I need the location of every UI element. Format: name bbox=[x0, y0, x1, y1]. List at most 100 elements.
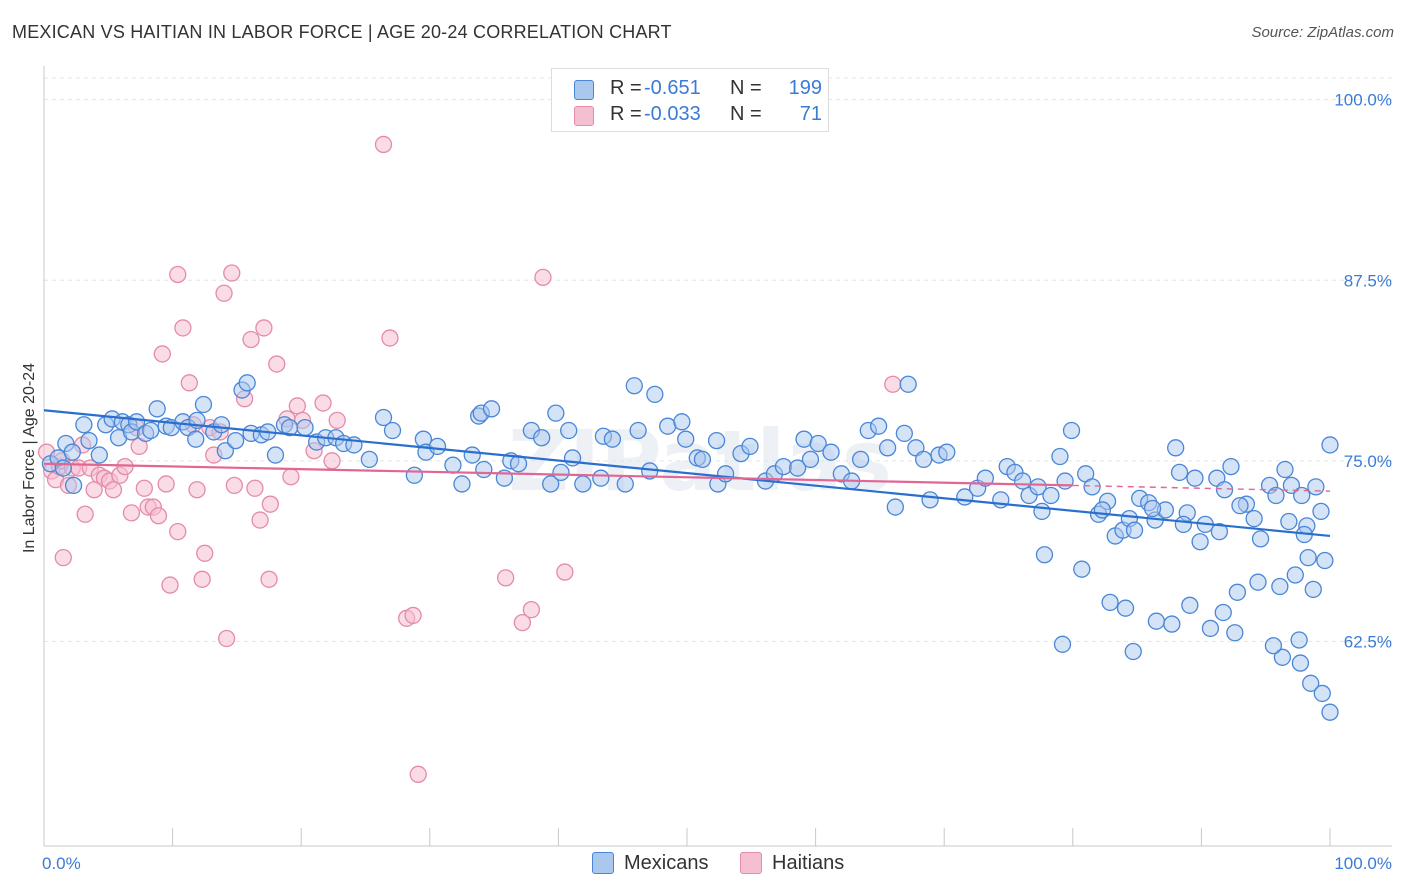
mexican-point bbox=[1321, 703, 1339, 721]
mexican-point bbox=[1312, 502, 1330, 521]
mexican-point bbox=[148, 400, 166, 418]
mexican-point bbox=[1163, 615, 1181, 633]
legend-swatch-mexicans bbox=[574, 80, 594, 100]
mexican-point bbox=[673, 413, 691, 431]
haitian-point bbox=[497, 569, 515, 587]
mexican-point bbox=[1307, 478, 1325, 496]
haitian-point bbox=[196, 544, 214, 562]
haitian-point bbox=[135, 479, 153, 497]
mexican-point bbox=[574, 475, 592, 493]
haitian-point bbox=[149, 507, 168, 525]
mexican-point bbox=[533, 429, 551, 447]
mexican-point bbox=[1304, 580, 1322, 599]
mexican-point bbox=[1013, 472, 1032, 490]
haitian-point bbox=[193, 570, 211, 588]
haitian-point bbox=[404, 606, 422, 625]
mexican-point bbox=[1101, 593, 1119, 612]
mexican-point bbox=[187, 430, 205, 448]
mexican-point bbox=[1302, 674, 1320, 692]
haitian-point bbox=[381, 329, 399, 347]
y-tick-label: 75.0% bbox=[1344, 452, 1392, 471]
mexican-point bbox=[405, 466, 424, 484]
mexican-point bbox=[1093, 501, 1112, 519]
haitian-point bbox=[522, 600, 541, 619]
mexican-point bbox=[1125, 521, 1144, 539]
mexican-point bbox=[809, 434, 827, 453]
mexican-point bbox=[1273, 648, 1292, 666]
mexican-point bbox=[1226, 624, 1244, 642]
mexican-point bbox=[851, 450, 870, 469]
mexican-point bbox=[899, 375, 917, 393]
mexican-point bbox=[1174, 515, 1193, 534]
mexican-point bbox=[1083, 478, 1101, 496]
mexican-point bbox=[886, 498, 904, 516]
mexican-point bbox=[1276, 460, 1294, 479]
mexican-point bbox=[238, 374, 256, 392]
mexican-point bbox=[1271, 577, 1289, 596]
mexican-point bbox=[1033, 502, 1051, 521]
mexican-point bbox=[374, 408, 393, 427]
mexican-point bbox=[921, 491, 939, 509]
mexican-point bbox=[822, 443, 840, 461]
mexican-point bbox=[938, 443, 956, 461]
y-tick-label: 62.5% bbox=[1344, 632, 1392, 651]
mexican-point bbox=[383, 421, 402, 440]
legend-r-value: -0.651 bbox=[644, 77, 701, 99]
tick-labels: 100.0% 87.5% 75.0% 62.5% 0.0% 100.0% bbox=[42, 91, 1392, 873]
mexican-point bbox=[1231, 496, 1249, 515]
mexican-point bbox=[1286, 566, 1304, 584]
haitian-point bbox=[251, 511, 269, 529]
legend-n-label: N = bbox=[730, 103, 762, 125]
mexican-point bbox=[1316, 551, 1334, 570]
haitian-point bbox=[260, 570, 278, 588]
mexican-point bbox=[547, 404, 565, 422]
haitian-point bbox=[169, 522, 187, 541]
legend-r-label: R = bbox=[610, 103, 642, 125]
mexican-point bbox=[63, 443, 81, 461]
mexican-point bbox=[444, 456, 462, 474]
mexican-point bbox=[90, 446, 108, 464]
legend-swatch-haitians bbox=[740, 852, 762, 874]
mexican-point bbox=[1116, 599, 1135, 617]
y-tick-label: 87.5% bbox=[1344, 271, 1392, 290]
mexican-point bbox=[1186, 469, 1204, 487]
haitian-point bbox=[884, 375, 902, 393]
x-tick-label: 0.0% bbox=[42, 854, 81, 873]
mexican-point bbox=[212, 416, 231, 434]
mexican-point bbox=[463, 446, 481, 464]
mexican-point bbox=[1267, 486, 1285, 505]
mexican-point bbox=[542, 475, 560, 493]
mexican-point bbox=[677, 430, 695, 448]
mexican-point bbox=[1291, 654, 1310, 672]
mexican-point bbox=[1299, 548, 1317, 567]
mexican-point bbox=[1191, 533, 1209, 551]
legend-swatch-haitians bbox=[574, 106, 594, 126]
haitian-point bbox=[174, 319, 192, 337]
haitian-point bbox=[328, 411, 346, 430]
haitian-point bbox=[513, 613, 532, 632]
mexican-point bbox=[976, 469, 995, 487]
mexican-point bbox=[1029, 478, 1047, 496]
mexican-point bbox=[1264, 637, 1283, 655]
mexican-point bbox=[1245, 509, 1263, 528]
haitian-point bbox=[104, 481, 123, 499]
mexican-point bbox=[1051, 447, 1069, 466]
mexican-point bbox=[1293, 486, 1311, 505]
haitian-point bbox=[288, 397, 306, 415]
mexican-point bbox=[1167, 439, 1185, 457]
x-tick-label: 100.0% bbox=[1334, 854, 1392, 873]
mexican-point bbox=[216, 442, 234, 460]
mexican-point bbox=[895, 424, 913, 443]
mexican-point bbox=[54, 459, 72, 477]
mexican-point bbox=[646, 385, 664, 404]
mexican-point bbox=[1210, 522, 1229, 541]
mexican-point bbox=[625, 377, 643, 395]
haitian-point bbox=[314, 394, 332, 412]
legend-label-haitians: Haitians bbox=[772, 852, 845, 874]
haitian-point bbox=[157, 475, 175, 493]
haitian-point bbox=[215, 284, 233, 302]
mexican-point bbox=[603, 430, 622, 448]
mexican-point bbox=[1222, 457, 1240, 476]
mexican-point bbox=[992, 491, 1010, 509]
